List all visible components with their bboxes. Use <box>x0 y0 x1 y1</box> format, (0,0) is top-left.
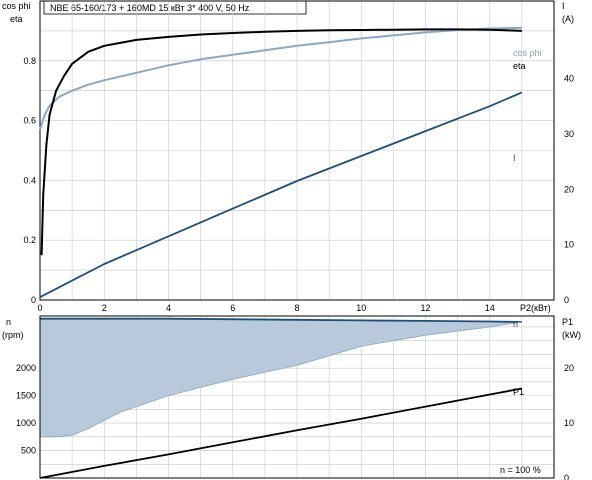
top-right-tick-label: 10 <box>564 240 574 250</box>
bottom-right-tick-label: 10 <box>564 418 574 428</box>
speed-range-area <box>40 318 522 437</box>
speed-max-line <box>40 317 522 323</box>
bottom-plot-frame <box>39 315 555 479</box>
cos-phi-line <box>39 26 522 130</box>
bottom-plot: n (rpm) P1 (kW) 500 1000 1500 2000 0 10 20 n P… <box>2 315 581 480</box>
x-tick-label: 10 <box>356 303 366 313</box>
top-plot-frame <box>39 0 555 301</box>
top-left-tick-label: 0.6 <box>23 116 36 126</box>
top-left-tick-label: 0.8 <box>23 56 36 66</box>
top-right-tick-label: 0 <box>564 295 569 305</box>
top-ticks: 0 2 4 6 8 10 12 14 0 0.2 0.4 0.6 0.8 0 10 20 30 40 <box>23 56 574 313</box>
bottom-left-tick-label: 1500 <box>16 391 36 401</box>
x-tick-label: 4 <box>166 303 171 313</box>
top-series <box>39 26 523 298</box>
top-right-tick-label: 40 <box>564 74 574 84</box>
bottom-left-axis-label-top: n <box>6 317 11 327</box>
chart-title: NBE 65-160/173 + 160MD 15 кВт 3* 400 V, … <box>50 3 250 13</box>
eta-line <box>40 28 522 256</box>
speed-annotation: n = 100 % <box>500 465 541 475</box>
top-left-axis-label-bottom: eta <box>10 14 23 24</box>
x-axis-label: P2(кВт) <box>520 303 551 313</box>
bottom-right-tick-label: 0 <box>564 473 569 480</box>
eta-series-label: eta <box>513 61 526 71</box>
x-tick-label: 12 <box>420 303 430 313</box>
cos-phi-series-label: cos phi <box>513 48 542 58</box>
bottom-left-axis-label-bottom: (rpm) <box>2 330 24 340</box>
top-right-tick-label: 20 <box>564 184 574 194</box>
bottom-right-axis-label-top: P1 <box>562 317 573 327</box>
current-line <box>39 91 523 298</box>
x-tick-label: 2 <box>102 303 107 313</box>
top-right-axis-label-bottom: (A) <box>562 14 574 24</box>
speed-series-label: n <box>513 319 518 329</box>
bottom-right-axis-label-bottom: (kW) <box>562 330 581 340</box>
top-plot: cos phi eta I (A) P2(кВт) 0 2 4 6 8 10 12 14 0 0.… <box>2 0 574 313</box>
top-left-tick-label: 0.4 <box>23 175 36 185</box>
top-left-tick-label: 0 <box>31 295 36 305</box>
bottom-right-tick-label: 20 <box>564 363 574 373</box>
p1-series-label: P1 <box>513 387 524 397</box>
bottom-left-tick-label: 1000 <box>16 418 36 428</box>
x-tick-label: 0 <box>37 303 42 313</box>
top-right-axis-label-top: I <box>562 1 565 11</box>
top-left-axis-label-top: cos phi <box>2 1 31 11</box>
bottom-left-tick-label: 2000 <box>16 363 36 373</box>
bottom-series <box>39 317 523 479</box>
bottom-ticks: 500 1000 1500 2000 0 10 20 <box>16 363 574 480</box>
bottom-left-tick-label: 500 <box>21 446 36 456</box>
speed-min-line <box>40 321 522 438</box>
current-series-label: I <box>513 153 516 163</box>
p1-line <box>39 387 523 479</box>
top-left-tick-label: 0.2 <box>23 235 36 245</box>
x-tick-label: 6 <box>230 303 235 313</box>
top-right-tick-label: 30 <box>564 129 574 139</box>
x-tick-label: 8 <box>294 303 299 313</box>
x-tick-label: 14 <box>485 303 495 313</box>
